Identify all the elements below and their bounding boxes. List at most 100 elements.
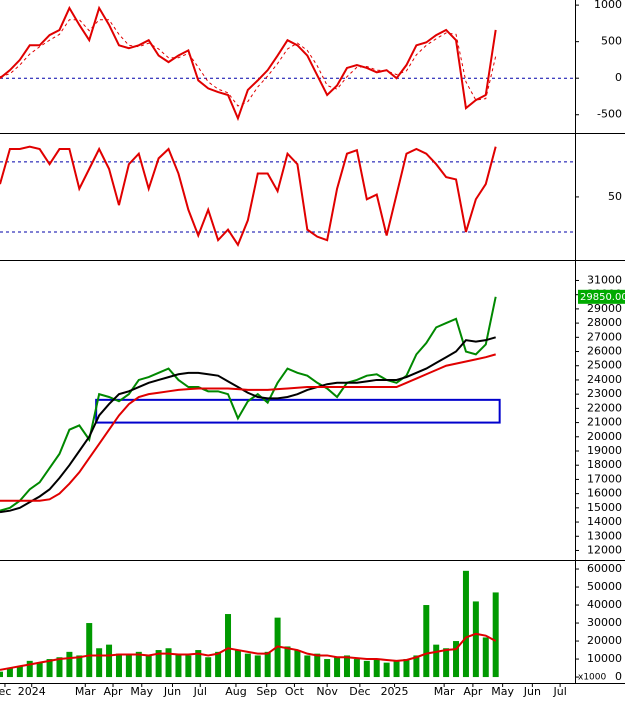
series-line [0,5,497,122]
y-tick-label: 40000 [587,598,622,611]
volume-bar [314,653,321,678]
volume-bar [145,655,152,678]
x-tick-label: Sep [256,685,277,698]
y-tick-label: 15000 [587,501,622,514]
x-tick-label: Dec [349,685,370,698]
volume-bar [0,671,3,678]
volume-bar [423,605,430,678]
volume-bar [343,655,350,678]
volume-bar [304,655,311,678]
annotation-box [95,398,501,424]
volume-bar [185,655,192,678]
y-tick-label: 20000 [587,634,622,647]
y-tick-label: 13000 [587,529,622,542]
y-tick-label: -500 [597,108,622,121]
volume-bar [373,659,380,678]
series-line [0,632,497,671]
y-tick-label: 24000 [587,373,622,386]
volume-bar [294,650,301,678]
x-tick-label: Nov [316,685,338,698]
y-tick-label: 60000 [587,562,622,575]
y-tick-label: 18000 [587,458,622,471]
volume-bar [244,653,251,678]
x-tick-label: May [130,685,153,698]
y-tick-label: 23000 [587,387,622,400]
volume-bar [353,659,360,678]
series-line [0,296,497,512]
volume-bar [26,660,33,678]
x-tick-label: Apr [463,685,483,698]
volume-bar [413,655,420,678]
y-tick-label: 28000 [587,316,622,329]
volume-bar [403,659,410,678]
x-tick-label: Aug [225,685,246,698]
x-tick-label: Oct [285,685,305,698]
volume-bar [264,651,271,678]
last-price-label: 29850.00 [580,292,625,303]
volume-bar [225,614,232,678]
volume-bar [462,570,469,678]
x-tick-label: Jul [193,685,207,698]
y-tick-label: 50000 [587,580,622,593]
x-tick-label: May [491,685,514,698]
volume-bar [205,657,212,678]
y-tick-label: 10000 [587,652,622,665]
y-tick-label: 31000 [587,273,622,286]
last-price-box [578,289,625,304]
y-tick-label: 0 [615,71,622,84]
y-tick-label: 19000 [587,444,622,457]
unit-label: x1000 [578,673,607,683]
y-tick-label: 0 [615,670,622,683]
x-tick-label: ec [0,685,11,698]
y-tick-label: 27000 [587,330,622,343]
volume-bar [16,666,23,678]
x-tick-label: 2024 [18,685,46,698]
x-tick-label: 2025 [381,685,409,698]
volume-bar [215,651,222,678]
y-tick-label: 50 [608,190,622,203]
volume-bar [155,650,162,678]
volume-bar [433,644,440,678]
x-tick-label: Mar [75,685,96,698]
volume-bar [46,659,53,678]
volume-bar [56,657,63,678]
volume-bar [195,650,202,678]
volume-bar [36,662,43,678]
y-tick-label: 500 [601,35,622,48]
volume-bar [393,660,400,678]
volume-bar [96,648,103,678]
volume-bar [106,644,113,678]
volume-bar [115,653,122,678]
y-tick-label: 12000 [587,543,622,556]
y-tick-label: 16000 [587,487,622,500]
volume-bar [324,659,331,678]
volume-bar [66,651,73,678]
y-tick-label: 20000 [587,430,622,443]
volume-bar [125,655,132,678]
y-tick-label: 22000 [587,401,622,414]
y-tick-label: 25000 [587,359,622,372]
volume-bar [334,657,341,678]
volume-bar [383,662,390,678]
x-tick-label: Apr [104,685,124,698]
volume-bar [482,637,489,678]
volume-bar [165,648,172,678]
volume-bar [443,648,450,678]
x-tick-label: Mar [434,685,455,698]
volume-bar [284,646,291,678]
series-line [0,353,496,502]
volume-bar [86,623,93,678]
volume-bar [175,653,182,678]
volume-bar [453,641,460,678]
volume-bar [254,655,261,678]
y-tick-label: 21000 [587,416,622,429]
y-tick-label: 17000 [587,472,622,485]
series-line [0,19,497,107]
volume-bar [234,650,241,678]
y-tick-label: 29000 [587,302,622,315]
volume-bar [472,601,479,678]
volume-bar [135,651,142,678]
volume-bar [363,660,370,678]
volume-bar [492,592,499,678]
